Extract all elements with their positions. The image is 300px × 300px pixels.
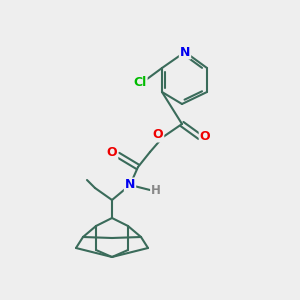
Text: N: N [125,178,135,191]
Text: O: O [107,146,117,160]
Text: H: H [151,184,161,196]
Text: N: N [180,46,190,59]
Text: O: O [200,130,210,143]
Text: O: O [153,128,163,142]
Text: Cl: Cl [134,76,147,88]
